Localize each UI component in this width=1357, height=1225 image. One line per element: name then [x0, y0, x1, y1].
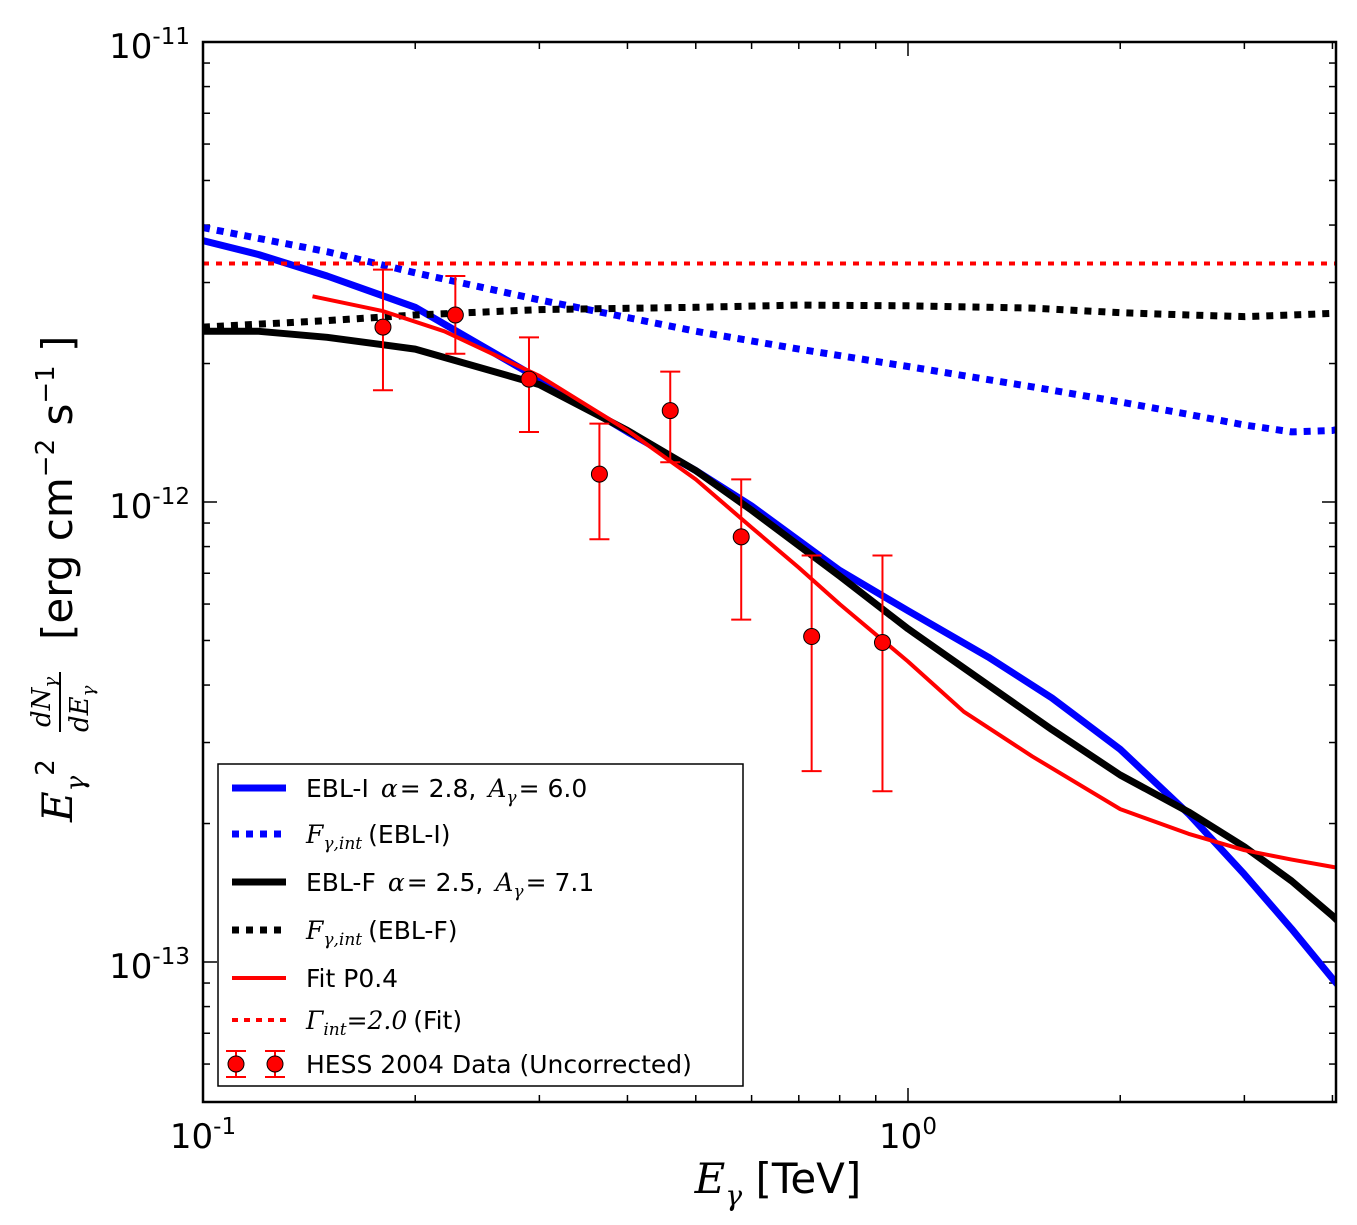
data-point	[518, 336, 539, 433]
svg-text:Eγ2: Eγ2	[31, 759, 91, 823]
legend-swatch-hess	[226, 1050, 285, 1078]
data-point-marker	[374, 318, 392, 336]
legend-label-fit: Fit P0.4	[306, 964, 398, 993]
legend-label-fint-ebl-i: Fγ,int (EBL-I)	[305, 820, 450, 854]
series-layer	[203, 224, 1336, 988]
data-point-marker	[661, 402, 679, 420]
ytick-label-1e-11: 10-11	[109, 24, 190, 67]
series-line-1	[203, 224, 1336, 436]
data-point	[445, 274, 466, 355]
data-point	[731, 478, 752, 621]
x-axis-title: Eγ [TeV]	[694, 1154, 862, 1212]
legend-label-gamma-int: Γint=2.0 (Fit)	[305, 1006, 462, 1040]
legend-label-fint-ebl-f: Fγ,int (EBL-F)	[305, 916, 457, 950]
data-point	[372, 268, 393, 392]
xtick-label-1: 100	[879, 1114, 937, 1157]
data-point-marker	[446, 306, 464, 324]
data-point	[872, 554, 893, 793]
svg-text:dEγ: dEγ	[65, 685, 99, 732]
legend: EBL-I α= 2.8, Aγ= 6.0 Fγ,int (EBL-I) EBL-F α…	[217, 763, 744, 1087]
data-point	[589, 422, 610, 541]
xtick-label-0.1: 10-1	[170, 1114, 236, 1157]
series-line-4	[312, 294, 1336, 870]
data-point	[801, 554, 822, 773]
series-line-3	[203, 301, 1336, 331]
svg-text:[erg cm−2 s−1 ]: [erg cm−2 s−1 ]	[31, 336, 82, 640]
legend-frame	[217, 763, 744, 1087]
data-point	[660, 370, 681, 464]
data-point-marker	[520, 370, 538, 388]
plot-frame	[201, 40, 1338, 1104]
ytick-label-1e-13: 10-13	[109, 944, 190, 987]
y-axis-title: Eγ2 dNγ dEγ [erg cm−2 s−1 ]	[27, 336, 99, 823]
legend-label-hess: HESS 2004 Data (Uncorrected)	[306, 1050, 692, 1079]
legend-label-ebl-f: EBL-F α= 2.5, Aγ= 7.1	[306, 868, 594, 902]
series-line-0	[203, 237, 1336, 988]
data-points-layer	[372, 268, 893, 793]
ytick-label-1e-12: 10-12	[109, 484, 190, 527]
data-point-marker	[873, 633, 891, 651]
data-point-marker	[590, 465, 608, 483]
svg-text:dNγ: dNγ	[27, 677, 61, 727]
legend-label-ebl-i: EBL-I α= 2.8, Aγ= 6.0	[306, 774, 587, 808]
data-point-marker	[732, 528, 750, 546]
data-point-marker	[803, 628, 821, 646]
